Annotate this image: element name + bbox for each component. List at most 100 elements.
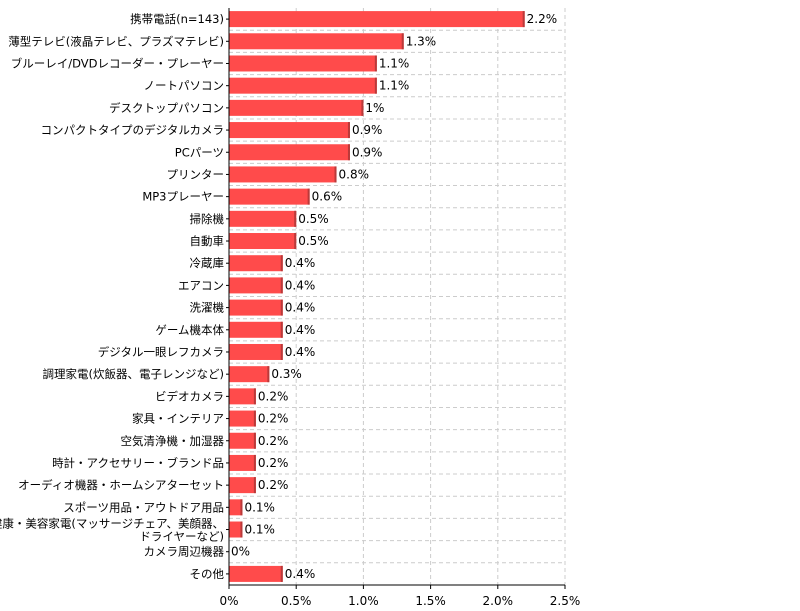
x-tick-label: 0.5% — [281, 594, 312, 608]
bar-edge — [280, 343, 283, 360]
bar-value-label: 0.9% — [352, 123, 383, 137]
category-label: ノートパソコン — [144, 79, 225, 93]
bar-edge — [401, 33, 404, 50]
category-label: 洗濯機 — [190, 301, 225, 315]
bar-value-label: 0.8% — [339, 167, 370, 181]
bar-value-label: 0.2% — [258, 456, 289, 470]
category-label: デスクトップパソコン — [109, 101, 224, 115]
bar — [229, 11, 525, 28]
bar-value-label: 0.4% — [285, 345, 316, 359]
bar — [229, 233, 297, 250]
bar — [229, 255, 283, 272]
x-tick-label: 0% — [219, 594, 238, 608]
category-label: オーディオ機器・ホームシアターセット — [18, 478, 224, 492]
bar-value-label: 0.2% — [258, 412, 289, 426]
category-label: 掃除機 — [190, 212, 225, 226]
category-label: スポーツ用品・アウトドア用品 — [63, 500, 224, 514]
category-label: MP3プレーヤー — [142, 190, 224, 204]
bar — [229, 299, 283, 316]
bar-edge — [253, 388, 256, 405]
bar-value-label: 0.3% — [271, 367, 302, 381]
bar-value-label: 1% — [365, 101, 384, 115]
category-label: ビデオカメラ — [155, 389, 224, 403]
bar-value-label: 0.5% — [298, 212, 329, 226]
bar — [229, 410, 256, 427]
bar — [229, 99, 364, 116]
bar-edge — [280, 565, 283, 582]
bar-value-label: 0.4% — [285, 256, 316, 270]
bar-value-label: 0.5% — [298, 234, 329, 248]
axes — [226, 8, 566, 589]
bar — [229, 454, 256, 471]
x-tick-label: 2.0% — [483, 594, 514, 608]
category-label: PCパーツ — [175, 145, 224, 159]
bar-value-label: 1.3% — [406, 34, 437, 48]
category-label: コンパクトタイプのデジタルカメラ — [41, 123, 224, 137]
bar-value-label: 1.1% — [379, 56, 410, 70]
bar — [229, 343, 283, 360]
category-label: 空気清浄機・加湿器 — [121, 434, 225, 448]
bar — [229, 144, 350, 161]
bar-edge — [294, 233, 297, 250]
bar-value-label: 0.2% — [258, 478, 289, 492]
bar-edge — [267, 366, 270, 383]
category-label: その他 — [190, 567, 225, 581]
bar-edge — [253, 410, 256, 427]
bar — [229, 33, 404, 50]
bars — [229, 11, 525, 582]
bar — [229, 432, 256, 449]
category-label: 携帯電話(n=143) — [130, 12, 224, 26]
category-label: ブルーレイ/DVDレコーダー・プレーヤー — [11, 56, 224, 70]
bar-value-label: 0.4% — [285, 278, 316, 292]
bar-value-label: 2.2% — [527, 12, 558, 26]
bar — [229, 477, 256, 494]
bar-edge — [280, 255, 283, 272]
bar-value-label: 1.1% — [379, 79, 410, 93]
bar-edge — [280, 321, 283, 338]
bar-edge — [307, 188, 310, 205]
bar-edge — [240, 499, 243, 516]
category-label: 自動車 — [190, 234, 225, 248]
bar — [229, 499, 243, 516]
bar-value-label: 0.2% — [258, 434, 289, 448]
bar — [229, 188, 310, 205]
category-label: 調理家電(炊飯器、電子レンジなど) — [43, 367, 224, 381]
category-label: 健康・美容家電(マッサージチェア、美顔器、 — [0, 517, 224, 531]
bar-edge — [240, 521, 243, 538]
bar-edge — [347, 122, 350, 139]
bar — [229, 210, 297, 227]
bar — [229, 366, 270, 383]
x-tick-label: 2.5% — [550, 594, 581, 608]
bar-edge — [522, 11, 525, 28]
bar-value-label: 0.9% — [352, 145, 383, 159]
x-tick-label: 1.0% — [348, 594, 379, 608]
bar-edge — [374, 55, 377, 72]
bar-value-label: 0.4% — [285, 323, 316, 337]
bar — [229, 77, 377, 94]
bar-value-label: 0.4% — [285, 567, 316, 581]
bar-edge — [361, 99, 364, 116]
bar-edge — [253, 432, 256, 449]
bar — [229, 321, 283, 338]
bar-value-label: 0.4% — [285, 301, 316, 315]
category-label: カメラ周辺機器 — [144, 545, 225, 559]
bar-edge — [253, 454, 256, 471]
category-label: デジタル一眼レフカメラ — [98, 345, 224, 359]
x-tick-label: 1.5% — [415, 594, 446, 608]
bar-value-label: 0% — [231, 545, 250, 559]
bar-edge — [334, 166, 337, 183]
bar-edge — [280, 299, 283, 316]
bar-value-label: 0.1% — [244, 500, 275, 514]
category-label: プリンター — [167, 167, 225, 181]
bar — [229, 565, 283, 582]
bar — [229, 166, 337, 183]
bar — [229, 122, 350, 139]
category-label: 家具・インテリア — [132, 412, 224, 426]
grid-lines — [229, 8, 566, 585]
category-label: エアコン — [178, 278, 224, 292]
bar-value-label: 0.2% — [258, 389, 289, 403]
bar-value-label: 0.6% — [312, 190, 343, 204]
category-label: 冷蔵庫 — [190, 256, 225, 270]
category-label: ドライヤーなど) — [139, 530, 224, 544]
